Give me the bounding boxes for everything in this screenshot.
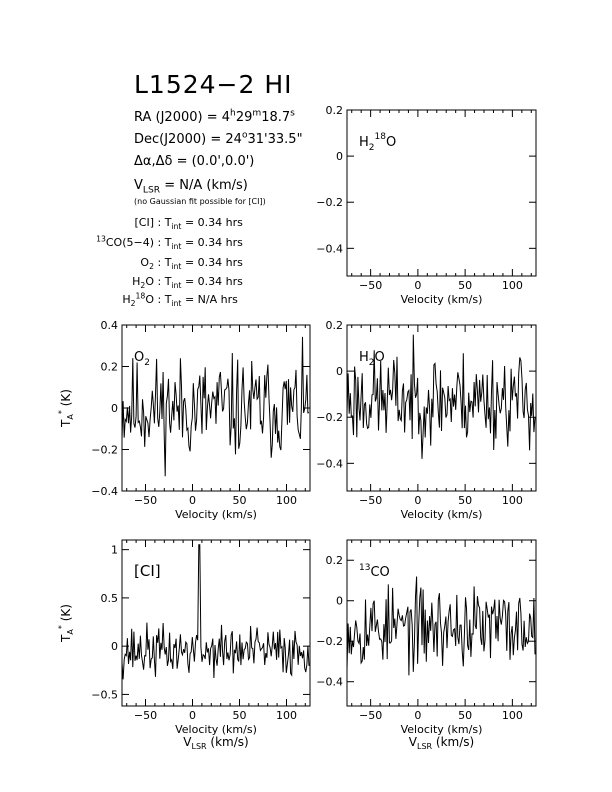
spectrum-line: [346, 576, 536, 676]
x-tick-label: 100: [276, 709, 297, 722]
y-tick-label: 0: [111, 640, 118, 653]
chart-panel-h218o: −50 0 50 100 0.2 0 −0.2 −0.4 Velocity (km/s) H218…: [316, 104, 537, 306]
x-tick-label: 50: [458, 709, 472, 722]
integration-row: [CI] : Tint = 0.34 hrs: [134, 216, 243, 232]
spectrum-line: [121, 544, 310, 680]
integration-row: 13CO(5−4) : Tint = 0.34 hrs: [96, 234, 243, 252]
x-tick-label: −50: [134, 709, 157, 722]
x-tick-label: 50: [233, 494, 247, 507]
x-tick-label: 50: [233, 709, 247, 722]
chart-panel-13co: −50 0 50 100 0.2 0 −0.2 −0.4 Velocity (km/s)VLSR…: [316, 539, 537, 751]
vlsr-value: = N/A (km/s): [164, 178, 248, 193]
offset-line: Δα,Δδ = (0.0',0.0'): [134, 154, 254, 169]
x-tick-label: −50: [134, 494, 157, 507]
x-tick-label: −50: [359, 494, 382, 507]
dec-label: Dec(J2000) =: [134, 132, 222, 147]
integration-row: O2 : Tint = 0.34 hrs: [140, 256, 243, 272]
species-label: [CI]: [134, 562, 161, 580]
y-tick-label: −0.2: [316, 635, 343, 648]
y-axis-label: TA* (K): [57, 389, 75, 428]
y-tick-label: 0: [336, 150, 343, 163]
y-tick-label: 0: [336, 365, 343, 378]
y-axis-label: TA* (K): [57, 604, 75, 643]
x-tick-label: −50: [359, 709, 382, 722]
chart-panel-h2o: −50 0 50 100 0.2 0 −0.2 −0.4 Velocity (km/s) H2O: [316, 319, 537, 521]
y-tick-label: 1: [111, 544, 118, 557]
x-tick-label: 100: [276, 494, 297, 507]
page-title: L1524−2 HI: [134, 70, 293, 99]
y-tick-label: −0.2: [316, 196, 343, 209]
x-tick-label: 0: [414, 279, 421, 292]
x-tick-label: 50: [458, 279, 472, 292]
x-tick-label: 0: [414, 709, 421, 722]
dec-line: Dec(J2000) = 24o31'33.5": [134, 130, 303, 147]
plot-frame: [346, 109, 537, 277]
y-tick-label: −0.2: [316, 411, 343, 424]
x-tick-label: 100: [502, 494, 523, 507]
x-tick-label: 0: [189, 709, 196, 722]
species-label: 13CO: [359, 563, 390, 580]
species-label: O2: [134, 350, 150, 368]
x-axis-label: Velocity (km/s): [401, 508, 483, 521]
y-tick-label: 0: [111, 402, 118, 415]
x-tick-label: 50: [458, 494, 472, 507]
x-tick-label: 0: [189, 494, 196, 507]
ra-value: 4h29m18.7s: [221, 108, 295, 125]
chart-panel-o2: −50 0 50 100 0.4 0.2 0 −0.2 −0.4 Velocity (km/s) T…: [57, 319, 311, 521]
x-tick-label: 100: [502, 279, 523, 292]
y-tick-label: 0: [336, 595, 343, 608]
plot-frame: [346, 539, 537, 707]
y-tick-label: −0.4: [316, 457, 343, 470]
plot-frame: [346, 324, 537, 492]
y-tick-label: −0.4: [316, 242, 343, 255]
y-tick-label: 0.4: [101, 319, 119, 332]
chart-panel-ci: −50 0 50 100 1 0.5 0 −0.5 Velocity (km/s)VLSR (k…: [57, 539, 311, 751]
spectrum-line: [346, 334, 536, 459]
x-axis-label-vlsr: VLSR (km/s): [183, 735, 248, 751]
y-tick-label: −0.4: [316, 676, 343, 689]
gaussian-note: (no Gaussian fit possible for [CI]): [134, 197, 266, 206]
x-tick-label: 100: [502, 709, 523, 722]
x-tick-label: 0: [414, 494, 421, 507]
dec-value: 24o31'33.5": [225, 130, 303, 147]
species-label: H218O: [359, 132, 396, 153]
integration-row: H2O : Tint = 0.34 hrs: [132, 275, 243, 291]
y-tick-label: 0.2: [101, 361, 119, 374]
offset-label: Δα,Δδ =: [134, 154, 188, 169]
plot-frame: [121, 539, 311, 707]
x-axis-label: Velocity (km/s): [175, 723, 257, 736]
integration-row: H218O : Tint = N/A hrs: [122, 291, 238, 309]
y-tick-label: 0.2: [326, 104, 344, 117]
ra-label: RA (J2000) =: [134, 110, 218, 125]
x-axis-label: Velocity (km/s): [175, 508, 257, 521]
x-axis-label-vlsr: VLSR (km/s): [409, 735, 474, 751]
offset-value: (0.0',0.0'): [191, 154, 255, 169]
vlsr-line: VLSR = N/A (km/s): [134, 178, 248, 196]
ra-line: RA (J2000) = 4h29m18.7s: [134, 108, 295, 125]
y-tick-label: −0.4: [91, 485, 118, 498]
species-label: H2O: [359, 350, 385, 368]
x-tick-label: −50: [359, 279, 382, 292]
y-tick-label: 0.5: [101, 592, 119, 605]
y-tick-label: 0.2: [326, 319, 344, 332]
x-axis-label: Velocity (km/s): [401, 293, 483, 306]
y-tick-label: −0.2: [91, 444, 118, 457]
y-tick-label: 0.2: [326, 554, 344, 567]
y-tick-label: −0.5: [91, 688, 118, 701]
spectrum-line: [121, 336, 310, 477]
x-axis-label: Velocity (km/s): [401, 723, 483, 736]
